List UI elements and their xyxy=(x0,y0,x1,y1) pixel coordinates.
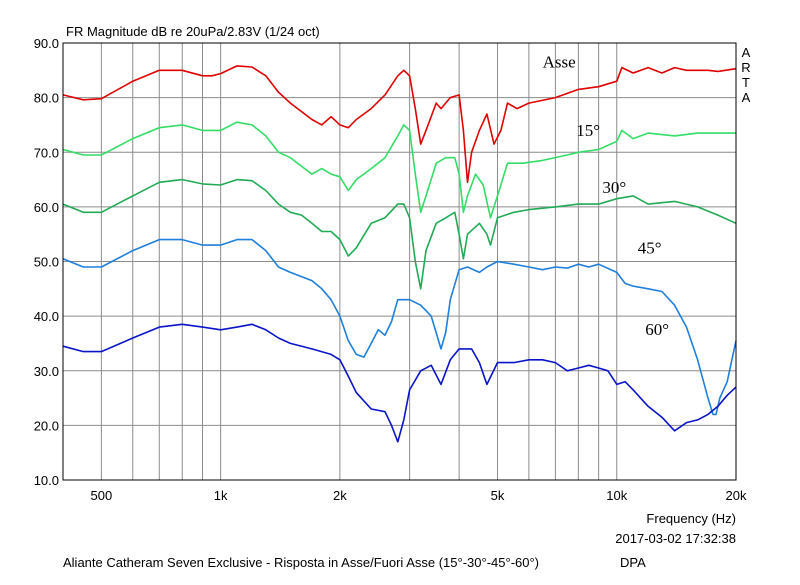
x-tick-label: 5k xyxy=(491,488,505,503)
series-label-0: Asse xyxy=(543,53,576,72)
series-labels: Asse 15° 30° 45° 60° xyxy=(543,53,669,340)
side-label-letter: T xyxy=(742,75,750,90)
series-label-1: 15° xyxy=(576,121,600,140)
y-tick-label: 60.0 xyxy=(34,200,59,215)
series-line-2 xyxy=(62,178,737,290)
x-axis-label: Frequency (Hz) xyxy=(646,511,736,526)
y-tick-label: 10.0 xyxy=(34,473,59,488)
x-tick-label: 2k xyxy=(333,488,347,503)
series-line-3 xyxy=(62,238,737,416)
side-label-letter: R xyxy=(741,60,750,75)
series-label-3: 45° xyxy=(638,238,662,257)
y-tick-label: 40.0 xyxy=(34,309,59,324)
y-tick-label: 30.0 xyxy=(34,364,59,379)
series-lines xyxy=(62,65,737,443)
y-tick-label: 70.0 xyxy=(34,145,59,160)
x-tick-label: 20k xyxy=(726,488,747,503)
y-tick-labels: 10.0 20.0 30.0 40.0 50.0 60.0 70.0 80.0 90.0 xyxy=(34,36,59,488)
y-tick-label: 50.0 xyxy=(34,255,59,270)
brand-label: DPA xyxy=(620,555,646,570)
series-line-1 xyxy=(62,121,736,219)
series-line-4 xyxy=(62,323,737,443)
y-tick-label: 80.0 xyxy=(34,91,59,106)
chart-title: FR Magnitude dB re 20uPa/2.83V (1/24 oct… xyxy=(66,24,320,39)
y-tick-label: 20.0 xyxy=(34,418,59,433)
x-tick-label: 500 xyxy=(91,488,113,503)
timestamp: 2017-03-02 17:32:38 xyxy=(615,531,736,546)
series-label-2: 30° xyxy=(602,178,626,197)
series-line-0 xyxy=(62,65,737,184)
side-label-letter: A xyxy=(742,45,751,60)
x-tick-label: 1k xyxy=(214,488,228,503)
plot-frame xyxy=(62,42,737,481)
side-label-letter: A xyxy=(742,90,751,105)
series-label-4: 60° xyxy=(645,320,669,339)
caption: Aliante Catheram Seven Exclusive - Rispo… xyxy=(63,555,539,570)
y-tick-label: 90.0 xyxy=(34,36,59,51)
x-tick-label: 10k xyxy=(606,488,627,503)
x-tick-labels: 500 1k 2k 5k 10k 20k xyxy=(91,488,747,503)
